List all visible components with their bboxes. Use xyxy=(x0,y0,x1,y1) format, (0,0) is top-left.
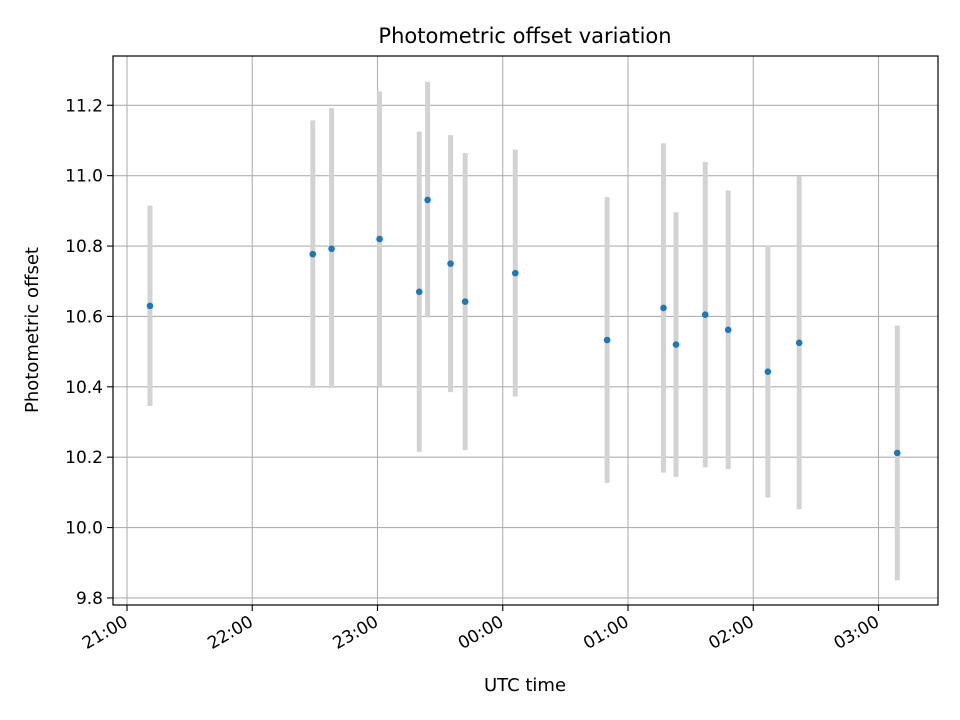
data-point xyxy=(603,336,611,344)
data-point xyxy=(424,196,431,204)
data-point xyxy=(511,269,519,277)
y-tick-label: 10.4 xyxy=(65,378,103,398)
y-tick-label: 10.2 xyxy=(65,448,103,468)
data-point xyxy=(893,449,901,457)
data-point xyxy=(795,339,803,347)
y-tick-label: 10.0 xyxy=(65,519,103,539)
data-point xyxy=(309,250,317,258)
y-tick-label: 11.0 xyxy=(65,167,103,187)
y-axis-title: Photometric offset xyxy=(22,247,43,413)
data-point xyxy=(415,288,423,296)
data-point xyxy=(146,302,154,310)
data-point xyxy=(672,341,680,348)
y-tick-label: 11.2 xyxy=(65,96,103,116)
data-point xyxy=(447,260,454,267)
data-point xyxy=(376,235,383,243)
data-point xyxy=(328,245,335,253)
x-axis-title: UTC time xyxy=(484,675,566,696)
data-point xyxy=(461,298,469,305)
data-point xyxy=(660,304,667,312)
y-axis-ticks: 9.8 10.0 10.2 10.4 10.6 10.8 11.0 11.2 xyxy=(65,96,113,609)
data-points xyxy=(146,196,901,457)
y-tick-label: 10.8 xyxy=(65,237,103,257)
plot-frame xyxy=(112,55,939,606)
chart-title: Photometric offset variation xyxy=(378,24,671,48)
data-point xyxy=(701,311,709,318)
y-tick-label: 10.6 xyxy=(65,307,103,327)
y-tick-label: 9.8 xyxy=(76,589,103,609)
data-point xyxy=(724,326,732,334)
data-point xyxy=(764,368,772,375)
